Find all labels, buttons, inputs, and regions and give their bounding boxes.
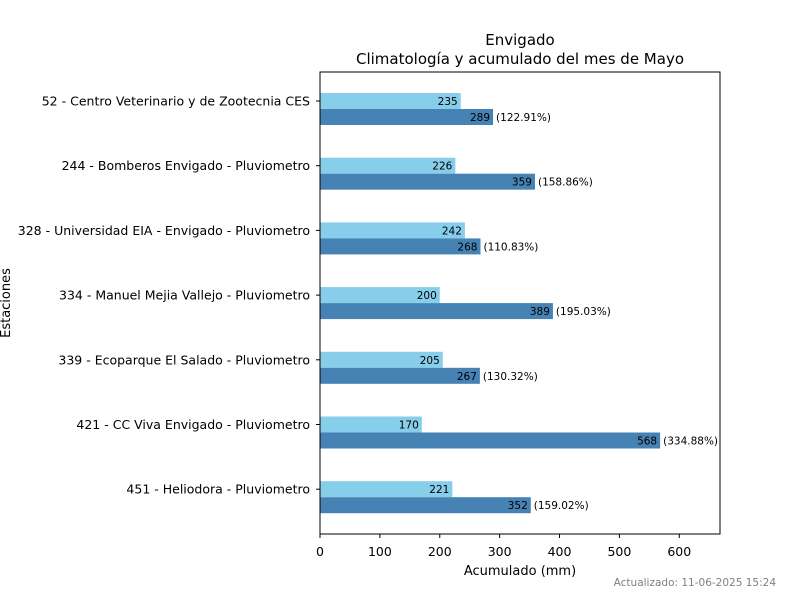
plot-frame bbox=[319, 71, 721, 535]
bar-accumulated bbox=[320, 173, 535, 190]
y-axis-label: Estaciones bbox=[0, 268, 14, 338]
bar-climatology bbox=[320, 416, 422, 433]
updated-timestamp: Actualizado: 11-06-2025 15:24 bbox=[614, 577, 777, 589]
x-tick-label: 100 bbox=[368, 544, 392, 559]
bar-percent-label: (158.86%) bbox=[538, 177, 593, 189]
y-tick-label: 244 - Bomberos Envigado - Pluviometro bbox=[62, 158, 310, 173]
bar-climatology bbox=[320, 481, 453, 498]
bar-climatology bbox=[320, 222, 465, 239]
x-tick-label: 200 bbox=[428, 544, 452, 559]
y-tick-label: 421 - CC Viva Envigado - Pluviometro bbox=[76, 417, 310, 432]
bar-percent-label: (110.83%) bbox=[483, 241, 538, 253]
bar-value-label: 389 bbox=[530, 306, 550, 318]
y-tick-label: 339 - Ecoparque El Salado - Pluviometro bbox=[58, 352, 310, 367]
y-tick-label: 328 - Universidad EIA - Envigado - Pluvi… bbox=[18, 223, 310, 238]
bar-value-label: 568 bbox=[637, 436, 657, 448]
bar-value-label: 242 bbox=[442, 225, 462, 237]
bar-value-label: 359 bbox=[512, 177, 532, 189]
x-tick-label: 0 bbox=[316, 544, 324, 559]
bar-accumulated bbox=[320, 432, 661, 449]
bars-layer bbox=[320, 93, 661, 514]
x-tick-label: 400 bbox=[548, 544, 572, 559]
y-tick-labels: 52 - Centro Veterinario y de Zootecnia C… bbox=[18, 94, 320, 497]
bar-value-label: 235 bbox=[438, 96, 458, 108]
bar-accumulated bbox=[320, 497, 531, 514]
bar-accumulated bbox=[320, 109, 494, 125]
bar-value-label: 226 bbox=[432, 161, 452, 173]
bar-percent-label: (195.03%) bbox=[556, 306, 611, 318]
x-axis-label: Acumulado (mm) bbox=[464, 564, 576, 579]
bar-value-label: 267 bbox=[457, 371, 477, 383]
bar-value-label: 205 bbox=[420, 355, 440, 367]
x-tick-label: 600 bbox=[667, 544, 691, 559]
bar-value-label: 352 bbox=[508, 500, 528, 512]
y-tick-label: 451 - Heliodora - Pluviometro bbox=[126, 482, 310, 497]
bar-climatology bbox=[320, 287, 440, 304]
bar-value-label: 200 bbox=[417, 290, 437, 302]
bar-climatology bbox=[320, 93, 461, 109]
data-labels: 235 289 (122.91%) 226 359 (158.86%) 242 268 (110… bbox=[399, 96, 718, 512]
chart-title: Envigado bbox=[485, 31, 554, 49]
chart-subtitle: Climatología y acumulado del mes de Mayo bbox=[356, 50, 684, 68]
bar-climatology bbox=[320, 351, 443, 368]
bar-accumulated bbox=[320, 238, 481, 255]
x-tick-labels: 0 100 200 300 400 500 600 bbox=[316, 534, 691, 559]
bar-percent-label: (334.88%) bbox=[663, 436, 718, 448]
bar-accumulated bbox=[320, 303, 553, 320]
bar-value-label: 170 bbox=[399, 420, 419, 432]
bar-value-label: 221 bbox=[429, 484, 449, 496]
bar-value-label: 289 bbox=[470, 112, 490, 124]
bar-climatology bbox=[320, 157, 456, 174]
bar-value-label: 268 bbox=[457, 241, 477, 253]
bar-accumulated bbox=[320, 367, 480, 384]
x-tick-label: 500 bbox=[607, 544, 631, 559]
bar-percent-label: (130.32%) bbox=[483, 371, 538, 383]
x-tick-label: 300 bbox=[488, 544, 512, 559]
y-tick-label: 334 - Manuel Mejia Vallejo - Pluviometro bbox=[59, 288, 310, 303]
bar-percent-label: (159.02%) bbox=[534, 500, 589, 512]
bar-percent-label: (122.91%) bbox=[496, 112, 551, 124]
y-tick-label: 52 - Centro Veterinario y de Zootecnia C… bbox=[42, 94, 310, 109]
